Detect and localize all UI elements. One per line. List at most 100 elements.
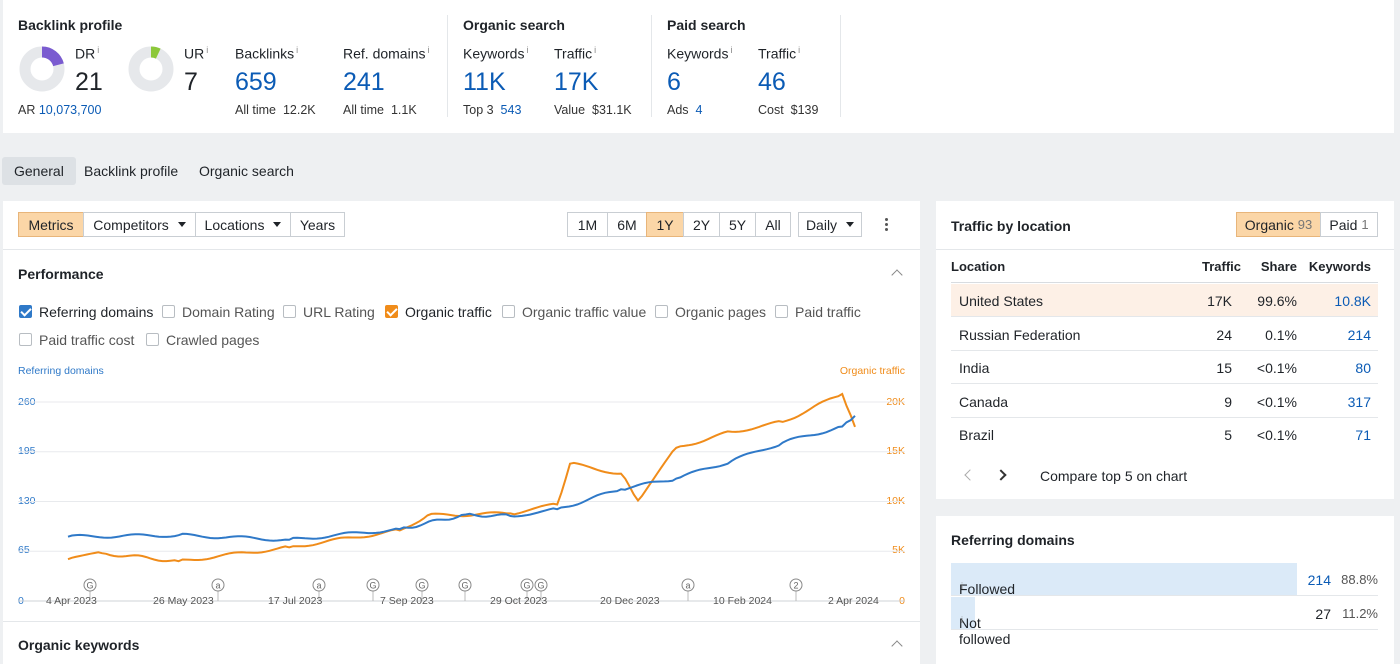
paid-traffic-value[interactable]: 46 xyxy=(758,68,786,96)
svg-text:G: G xyxy=(537,581,544,591)
left-tick: 195 xyxy=(18,445,36,457)
column-header[interactable]: Share xyxy=(1260,259,1297,274)
info-icon[interactable]: i xyxy=(206,45,209,55)
x-tick: 7 Sep 2023 xyxy=(380,595,434,607)
range-6m[interactable]: 6M xyxy=(607,212,647,237)
table-row[interactable]: Followed i 214 88.8% xyxy=(951,563,1378,597)
organic-traffic-line xyxy=(67,392,856,563)
checkbox-organic-pages[interactable] xyxy=(655,305,668,318)
ur-label: UR i xyxy=(184,45,209,62)
checkbox-label[interactable]: Referring domains xyxy=(39,304,154,320)
dr-label: DR i xyxy=(75,45,100,62)
dr-donut-chart xyxy=(19,46,65,92)
svg-text:G: G xyxy=(418,581,425,591)
table-row[interactable]: Brazil 5 <0.1% 71 xyxy=(959,427,1371,443)
referring-domains-title: Referring domains xyxy=(951,532,1075,548)
checkbox-domain-rating[interactable] xyxy=(162,305,175,318)
ur-donut-chart xyxy=(128,46,174,92)
chevron-down-icon xyxy=(846,222,855,227)
checkbox-label[interactable]: URL Rating xyxy=(303,304,375,320)
table-row[interactable]: Not followed i 27 11.2% xyxy=(951,597,1378,647)
checkbox-url-rating[interactable] xyxy=(283,305,296,318)
checkbox-referring-domains[interactable] xyxy=(19,305,32,318)
info-icon[interactable]: i xyxy=(798,45,801,55)
tab-backlink-profile[interactable]: Backlink profile xyxy=(84,163,179,179)
checkbox-label[interactable]: Crawled pages xyxy=(166,332,260,348)
competitors-dropdown[interactable]: Competitors xyxy=(83,212,196,237)
column-header[interactable]: Keywords xyxy=(1308,259,1371,274)
checkbox-paid-traffic[interactable] xyxy=(775,305,788,318)
annotation-marker: G xyxy=(520,578,534,601)
checkbox-paid-traffic-cost[interactable] xyxy=(19,333,32,346)
info-icon[interactable]: i xyxy=(594,45,597,55)
paid-toggle[interactable]: Paid 1 xyxy=(1320,212,1378,237)
annotation-marker: G xyxy=(534,578,548,601)
divider xyxy=(840,15,841,117)
svg-text:a: a xyxy=(215,581,220,591)
metrics-button[interactable]: Metrics xyxy=(18,212,84,237)
backlinks-value[interactable]: 659 xyxy=(235,68,277,96)
interval-dropdown[interactable]: Daily xyxy=(798,212,862,237)
x-tick: 17 Jul 2023 xyxy=(268,595,323,607)
x-tick: 29 Oct 2023 xyxy=(490,595,548,607)
tab-general[interactable]: General xyxy=(2,157,76,185)
locations-dropdown[interactable]: Locations xyxy=(195,212,291,237)
checkbox-organic-traffic-value[interactable] xyxy=(502,305,515,318)
right-axis-title: Organic traffic xyxy=(839,365,905,377)
table-row[interactable]: India 15 <0.1% 80 xyxy=(951,351,1378,384)
checkbox-label[interactable]: Domain Rating xyxy=(182,304,275,320)
checkbox-label[interactable]: Paid traffic cost xyxy=(39,332,135,348)
column-header[interactable]: Traffic xyxy=(1201,259,1241,274)
info-icon[interactable]: i xyxy=(427,45,430,55)
paid-keywords-value[interactable]: 6 xyxy=(667,68,681,96)
range-1y[interactable]: 1Y xyxy=(646,212,684,237)
info-icon[interactable]: i xyxy=(526,45,529,55)
checkbox-label[interactable]: Organic traffic value xyxy=(522,304,647,320)
info-icon[interactable]: i xyxy=(97,45,100,55)
years-button[interactable]: Years xyxy=(290,212,345,237)
divider xyxy=(936,249,1394,250)
ar-value[interactable]: 10,073,700 xyxy=(38,103,102,117)
right-tick: 5K xyxy=(892,544,905,556)
info-icon[interactable]: i xyxy=(961,581,963,591)
chevron-down-icon xyxy=(177,222,186,227)
checkbox-organic-traffic[interactable] xyxy=(385,305,398,318)
compare-chart-link[interactable]: Compare top 5 on chart xyxy=(1040,468,1188,484)
checkbox-crawled-pages[interactable] xyxy=(146,333,159,346)
divider xyxy=(651,15,652,117)
followed-bar xyxy=(951,563,1298,595)
more-vertical-icon[interactable] xyxy=(884,217,890,233)
organic-toggle[interactable]: Organic 93 xyxy=(1236,212,1321,237)
table-row[interactable]: Russian Federation 24 0.1% 214 xyxy=(951,318,1378,351)
annotation-marker: G xyxy=(83,578,97,601)
info-icon[interactable]: i xyxy=(730,45,733,55)
x-tick: 4 Apr 2023 xyxy=(46,595,97,607)
range-1m[interactable]: 1M xyxy=(567,212,608,237)
checkbox-label[interactable]: Organic traffic xyxy=(405,304,492,320)
table-row[interactable]: United States 17K 99.6% 10.8K xyxy=(951,284,1378,317)
org-keywords-value[interactable]: 11K xyxy=(463,68,506,96)
annotation-marker: a xyxy=(312,578,326,601)
annotation-marker: G xyxy=(366,578,380,601)
refdomains-value[interactable]: 241 xyxy=(343,68,385,96)
performance-title: Performance xyxy=(18,266,104,282)
tab-organic-search[interactable]: Organic search xyxy=(199,163,294,179)
paid-ads: Ads 4 xyxy=(667,103,703,117)
x-tick: 26 May 2023 xyxy=(153,595,214,607)
info-icon[interactable]: i xyxy=(296,45,299,55)
table-row[interactable]: Canada 9 <0.1% 317 xyxy=(951,385,1378,418)
org-traffic-value[interactable]: 17K xyxy=(554,68,599,96)
dr-value: 21 xyxy=(75,68,103,96)
range-2y[interactable]: 2Y xyxy=(683,212,720,237)
range-5y[interactable]: 5Y xyxy=(719,212,756,237)
column-header[interactable]: Location xyxy=(951,259,1006,274)
info-icon[interactable]: i xyxy=(961,615,963,625)
right-tick: 15K xyxy=(886,445,905,457)
checkbox-label[interactable]: Organic pages xyxy=(675,304,767,320)
checkbox-label[interactable]: Paid traffic xyxy=(795,304,861,320)
not-followed-bar xyxy=(951,597,976,629)
backlinks-label: Backlinks i xyxy=(235,45,299,62)
x-tick: 10 Feb 2024 xyxy=(713,595,772,607)
range-all[interactable]: All xyxy=(755,212,791,237)
